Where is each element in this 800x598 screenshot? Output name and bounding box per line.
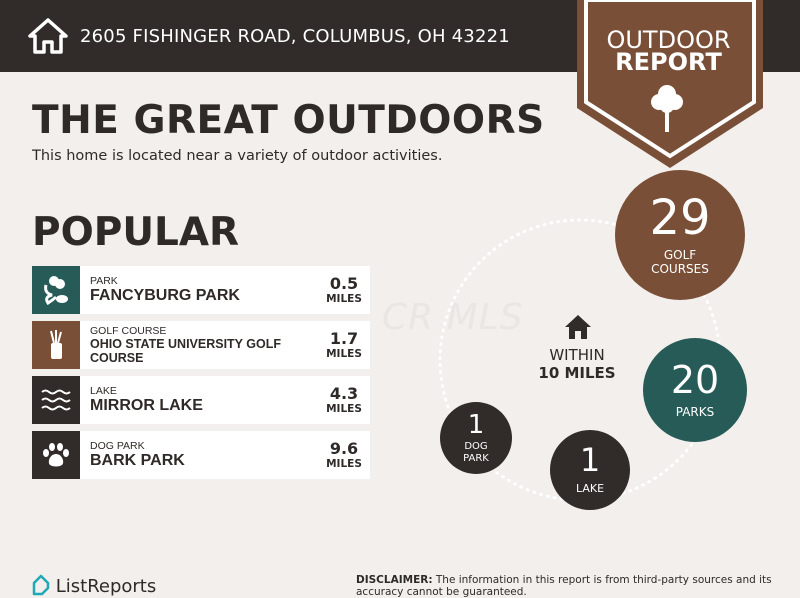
item-distance: 9.6 [329, 439, 359, 458]
parks-count: 20 PARKS [643, 338, 747, 442]
item-name: MIRROR LAKE [90, 397, 203, 414]
list-item: LAKE MIRROR LAKE 4.3 MILES [32, 376, 370, 424]
item-name: FANCYBURG PARK [90, 287, 240, 304]
item-unit: MILES [326, 348, 362, 360]
badge-line1: OUTDOOR [606, 26, 731, 54]
golf-courses-count: 29 GOLF COURSES [615, 170, 745, 300]
item-unit: MILES [326, 458, 362, 470]
item-unit: MILES [326, 403, 362, 415]
item-category: DOG PARK [90, 440, 145, 452]
count-label: PARK [463, 452, 489, 464]
within-line2: 10 MILES [538, 364, 616, 382]
count-label: COURSES [651, 262, 709, 276]
count-label: PARKS [675, 405, 715, 419]
popular-heading: POPULAR [32, 210, 240, 255]
listreports-logo[interactable]: ListReports [32, 574, 156, 597]
tree-icon [651, 85, 683, 132]
item-distance: 1.7 [329, 329, 359, 348]
home-icon [565, 315, 591, 339]
count-label: DOG [464, 440, 488, 452]
count-value: 1 [467, 409, 485, 440]
badge-line2: REPORT [615, 48, 722, 76]
paw-icon [32, 431, 80, 479]
item-category: GOLF COURSE [90, 325, 167, 337]
within-label: WITHIN 10 MILES [520, 346, 634, 382]
item-name: OHIO STATE UNIVERSITY GOLF COURSE [90, 337, 281, 365]
list-item: GOLF COURSE OHIO STATE UNIVERSITY GOLF CO… [32, 321, 370, 369]
outdoor-report-badge [577, 0, 763, 168]
golf-bag-icon [32, 321, 80, 369]
item-distance: 4.3 [329, 384, 359, 403]
count-value: 20 [670, 358, 720, 402]
dog-park-count: 1 DOG PARK [440, 402, 512, 474]
list-item: PARK FANCYBURG PARK 0.5 MILES [32, 266, 370, 314]
item-distance: 0.5 [329, 274, 359, 293]
disclaimer-label: DISCLAIMER: [356, 574, 433, 586]
page-title: THE GREAT OUTDOORS [32, 98, 545, 143]
logo-icon [32, 574, 50, 596]
count-value: 1 [579, 441, 601, 479]
home-icon [28, 18, 68, 54]
item-category: LAKE [90, 385, 117, 397]
item-category: PARK [90, 275, 118, 287]
count-label: LAKE [575, 482, 605, 495]
within-line1: WITHIN [549, 346, 605, 364]
disclaimer-text: The information in this report is from t… [356, 574, 772, 598]
address: 2605 FISHINGER ROAD, COLUMBUS, OH 43221 [80, 26, 510, 47]
park-icon [32, 266, 80, 314]
lake-count: 1 LAKE [550, 430, 630, 510]
waves-icon [32, 376, 80, 424]
list-item: DOG PARK BARK PARK 9.6 MILES [32, 431, 370, 479]
item-name: BARK PARK [90, 452, 185, 469]
disclaimer: DISCLAIMER: The information in this repo… [356, 574, 776, 598]
logo-text: ListReports [55, 576, 157, 597]
item-unit: MILES [326, 293, 362, 305]
subtitle: This home is located near a variety of o… [32, 148, 443, 164]
count-label: GOLF [663, 248, 697, 262]
count-value: 29 [649, 190, 711, 246]
